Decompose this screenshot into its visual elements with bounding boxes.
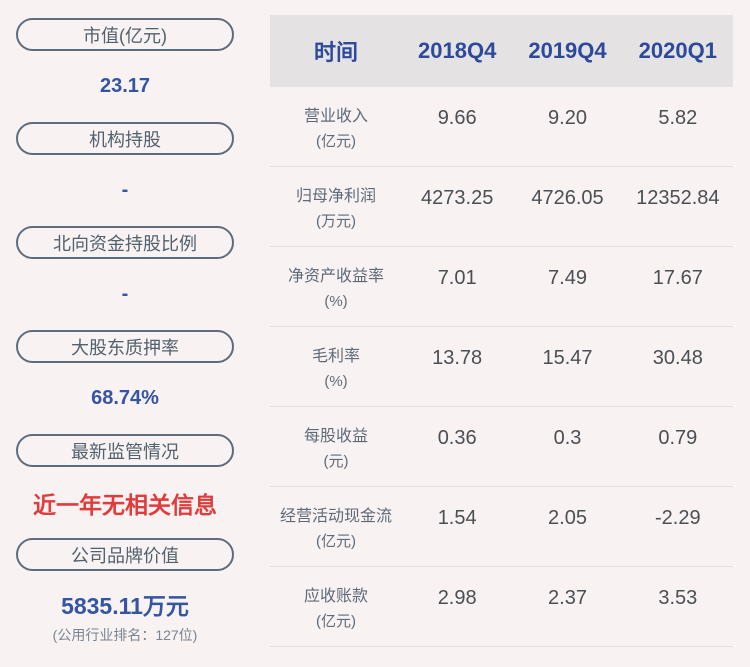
stat-group-market-cap: 市值(亿元) 23.17 <box>16 18 234 122</box>
regulation-value: 近一年无相关信息 <box>33 491 217 518</box>
cell-value: 9.20 <box>548 107 587 129</box>
cell-value: 15.47 <box>542 347 593 369</box>
stat-group-northbound-ratio: 北向资金持股比例 - <box>16 226 234 330</box>
row-label: 应收账款 (亿元) <box>303 588 368 630</box>
cell-value: 7.01 <box>437 267 477 289</box>
table-row-operating-cashflow: 经营活动现金流 (亿元) 1.54 2.05 -2.29 <box>270 487 733 567</box>
cell-value: 4273.25 <box>421 187 494 209</box>
cell-value: 4726.05 <box>531 187 604 209</box>
cell-value: 2.98 <box>437 587 477 609</box>
row-label: 营业收入 (亿元) <box>303 108 368 150</box>
stat-group-brand-value: 公司品牌价值 5835.11万元 (公用行业排名：127位) <box>16 538 234 660</box>
northbound-ratio-pill[interactable]: 北向资金持股比例 <box>16 226 234 259</box>
institutional-holding-pill[interactable]: 机构持股 <box>16 122 234 155</box>
cell-value: 5.82 <box>658 107 698 129</box>
cell-value: 9.66 <box>437 107 477 129</box>
cell-value: 17.67 <box>652 267 703 289</box>
table-header-row: 时间 2018Q4 2019Q4 2020Q1 <box>270 15 733 87</box>
cell-value: 1.54 <box>437 507 477 529</box>
row-label: 净资产收益率 (%) <box>287 268 384 310</box>
cell-value: 2.37 <box>548 587 587 609</box>
brand-value-value: 5835.11万元 <box>61 592 189 619</box>
cell-value: 3.53 <box>658 587 698 609</box>
financials-table: 时间 2018Q4 2019Q4 2020Q1 营业收入 (亿元) 9.66 9.… <box>270 15 733 647</box>
market-cap-value: 23.17 <box>99 75 151 97</box>
market-cap-pill[interactable]: 市值(亿元) <box>16 18 234 51</box>
cell-value: 12352.84 <box>636 187 720 209</box>
cell-value: 30.48 <box>652 347 703 369</box>
regulation-pill[interactable]: 最新监管情况 <box>16 434 234 467</box>
cell-value: 2.05 <box>548 507 587 529</box>
table-row-revenue: 营业收入 (亿元) 9.66 9.20 5.82 <box>270 87 733 167</box>
stats-sidebar: 市值(亿元) 23.17 机构持股 - 北向资金持股比例 - 大股东质押率 68… <box>16 18 234 660</box>
stat-group-institutional-holding: 机构持股 - <box>16 122 234 226</box>
table-header-time: 时间 <box>313 40 358 65</box>
table-row-eps: 每股收益 (元) 0.36 0.3 0.79 <box>270 407 733 487</box>
table-row-accounts-receivable: 应收账款 (亿元) 2.98 2.37 3.53 <box>270 567 733 647</box>
cell-value: -2.29 <box>655 507 701 529</box>
pledge-ratio-pill[interactable]: 大股东质押率 <box>16 330 234 363</box>
cell-value: 7.49 <box>548 267 587 289</box>
northbound-ratio-value: - <box>121 283 129 305</box>
table-header-2019q4: 2019Q4 <box>528 38 607 63</box>
stat-group-regulation: 最新监管情况 近一年无相关信息 <box>16 434 234 538</box>
row-label: 经营活动现金流 (亿元) <box>279 508 392 550</box>
table-row-gross-margin: 毛利率 (%) 13.78 15.47 30.48 <box>270 327 733 407</box>
cell-value: 0.36 <box>437 427 477 449</box>
brand-value-rank-note: (公用行业排名：127位) <box>52 626 198 643</box>
institutional-holding-value: - <box>121 179 129 201</box>
cell-value: 0.79 <box>658 427 698 449</box>
cell-value: 13.78 <box>432 347 483 369</box>
row-label: 归母净利润 (万元) <box>295 188 376 230</box>
stat-group-pledge-ratio: 大股东质押率 68.74% <box>16 330 234 434</box>
table-header-2020q1: 2020Q1 <box>638 38 717 63</box>
row-label: 每股收益 (元) <box>303 428 368 470</box>
table-row-net-profit: 归母净利润 (万元) 4273.25 4726.05 12352.84 <box>270 167 733 247</box>
pledge-ratio-value: 68.74% <box>91 387 159 409</box>
table-header-2018q4: 2018Q4 <box>418 38 497 63</box>
table-row-roe: 净资产收益率 (%) 7.01 7.49 17.67 <box>270 247 733 327</box>
cell-value: 0.3 <box>553 427 582 449</box>
row-label: 毛利率 (%) <box>311 348 360 390</box>
brand-value-pill[interactable]: 公司品牌价值 <box>16 538 234 571</box>
